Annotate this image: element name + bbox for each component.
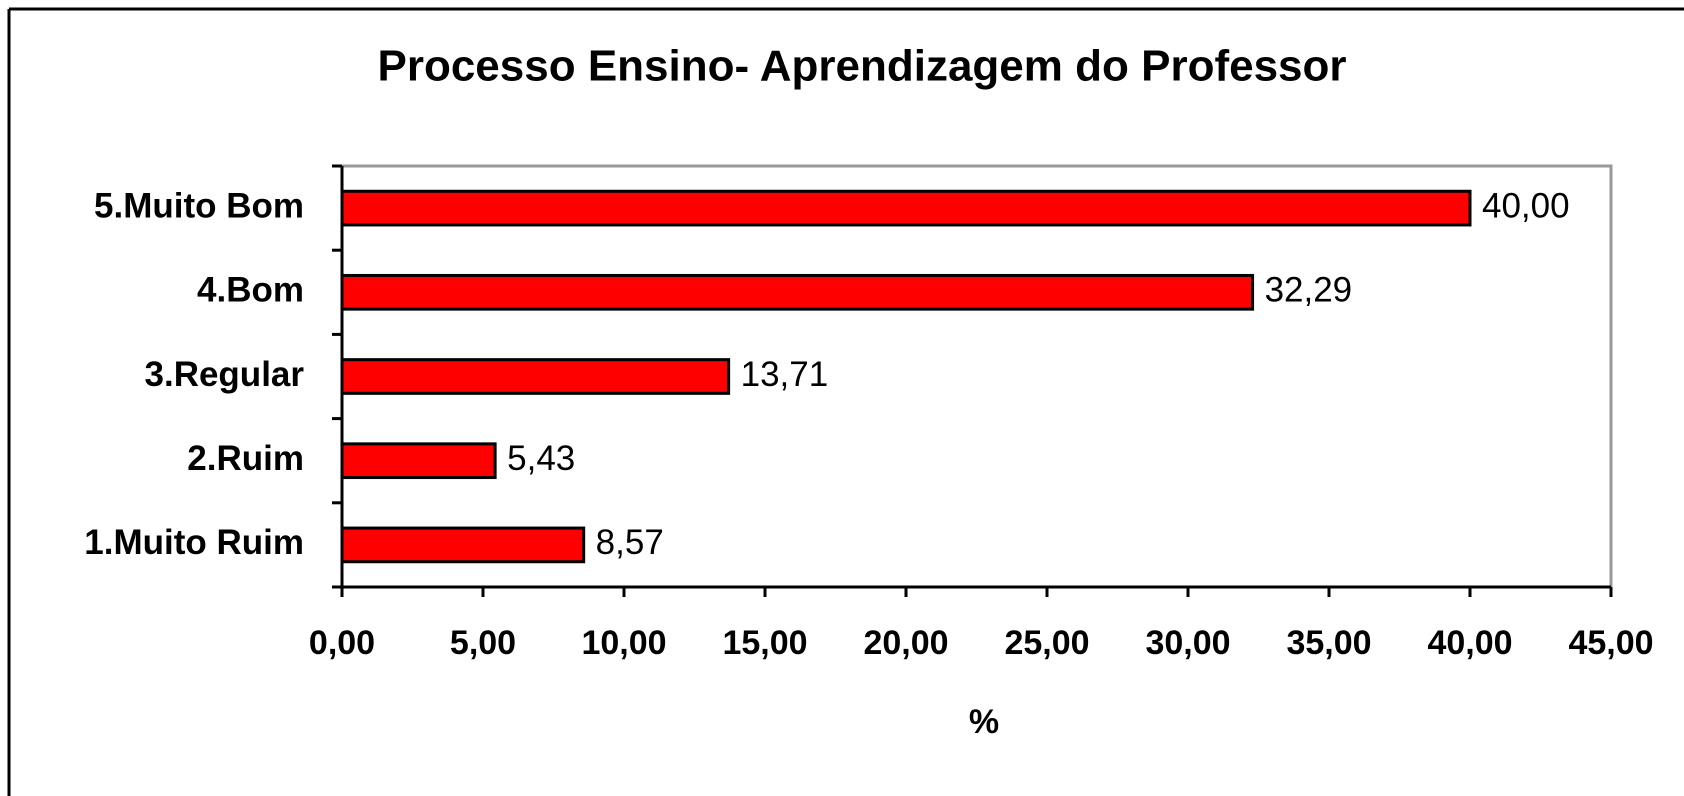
bar — [340, 526, 586, 564]
bar — [340, 358, 731, 395]
value-label: 32,29 — [1265, 271, 1353, 310]
x-tick-label: 20,00 — [863, 624, 948, 662]
value-label: 13,71 — [741, 355, 829, 394]
x-tick-label: 30,00 — [1145, 624, 1230, 662]
y-tick-label: 3.Regular — [145, 355, 305, 394]
x-tick-label: 5,00 — [450, 624, 516, 662]
x-tick-label: 15,00 — [722, 624, 807, 662]
bar — [340, 189, 1472, 227]
x-axis-label: % — [969, 703, 999, 741]
x-tick-label: 0,00 — [309, 624, 375, 662]
bar — [340, 442, 497, 480]
value-label: 40,00 — [1482, 186, 1570, 225]
plot-border — [342, 164, 1613, 587]
bar — [340, 273, 1255, 311]
x-tick-label: 10,00 — [581, 624, 666, 662]
x-tick-label: 25,00 — [1004, 624, 1089, 662]
y-tick-label: 5.Muito Bom — [94, 186, 304, 225]
chart-title: Processo Ensino- Aprendizagem do Profess… — [377, 42, 1346, 91]
value-label: 8,57 — [596, 523, 664, 562]
x-tick-label: 40,00 — [1427, 624, 1512, 662]
y-tick-label: 2.Ruim — [187, 439, 304, 478]
value-label: 5,43 — [507, 439, 575, 478]
x-tick-label: 35,00 — [1286, 624, 1371, 662]
x-tick-label: 45,00 — [1568, 624, 1653, 662]
y-tick-label: 1.Muito Ruim — [84, 523, 304, 562]
y-tick-label: 4.Bom — [197, 271, 304, 310]
